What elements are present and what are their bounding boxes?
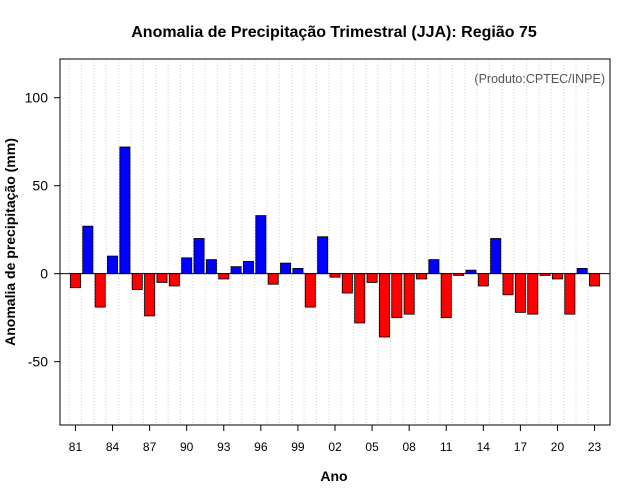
bar (168, 273, 180, 287)
grid-lines (68, 59, 589, 425)
y-tick-label: 50 (32, 178, 48, 194)
bar (465, 269, 477, 275)
x-tick-label: 23 (588, 440, 602, 454)
bar (552, 273, 563, 280)
bar (354, 273, 366, 324)
x-tick-label: 20 (551, 440, 565, 454)
bar (292, 267, 304, 275)
bar (502, 273, 514, 296)
bar (304, 273, 316, 308)
x-tick-label: 99 (291, 440, 305, 454)
y-axis-label: Anomalia de precipitação (mm) (2, 138, 18, 346)
bar (440, 273, 452, 319)
chart-title: Anomalia de Precipitação Trimestral (JJA… (131, 24, 537, 41)
x-tick-label: 81 (69, 440, 83, 454)
x-tick-label: 08 (402, 440, 416, 454)
bar (255, 215, 267, 275)
x-tick-label: 84 (106, 440, 120, 454)
source-note: (Produto:CPTEC/INPE) (474, 72, 605, 86)
bar (378, 273, 390, 338)
bar (317, 236, 329, 275)
bar (576, 267, 588, 275)
x-tick-label: 90 (180, 440, 194, 454)
x-tick-label: 05 (365, 440, 379, 454)
bar (267, 273, 279, 285)
bar (527, 273, 539, 315)
y-axis: -50 0 50 100 (25, 90, 60, 370)
x-tick-label: 87 (143, 440, 157, 454)
bar (329, 273, 341, 278)
bar (366, 273, 378, 283)
bar (428, 259, 440, 275)
bar (341, 273, 353, 294)
bar (589, 273, 601, 287)
bar (490, 238, 502, 275)
x-tick-label: 93 (217, 440, 231, 454)
bar (205, 259, 217, 275)
bar (280, 262, 292, 275)
bars (69, 146, 601, 338)
bar (107, 255, 118, 275)
x-axis: 81 84 87 90 93 96 99 02 05 08 11 14 17 20 23 (69, 425, 602, 454)
bar (94, 273, 106, 308)
bar (243, 260, 254, 275)
bar (391, 273, 403, 319)
bar (539, 273, 551, 276)
bar (144, 273, 156, 317)
bar (416, 273, 427, 280)
x-tick-label: 11 (440, 440, 453, 454)
bar (403, 273, 415, 315)
bar (119, 146, 131, 275)
x-tick-label: 96 (254, 440, 268, 454)
bar (82, 225, 94, 275)
bar (564, 273, 576, 315)
bar (514, 273, 526, 313)
bar (218, 273, 230, 280)
y-tick-label: 0 (40, 266, 48, 282)
plot-frame (59, 58, 611, 426)
bar (181, 257, 193, 275)
bar (156, 273, 168, 283)
x-tick-label: 14 (477, 440, 491, 454)
bar (453, 273, 465, 276)
x-tick-label: 17 (514, 440, 528, 454)
y-tick-label: 100 (25, 90, 49, 106)
y-tick-label: -50 (28, 354, 48, 370)
bar (477, 273, 489, 287)
x-axis-label: Ano (320, 468, 347, 484)
bar (131, 273, 143, 290)
bar (69, 273, 81, 289)
bar (230, 266, 242, 275)
bar (193, 238, 205, 275)
x-tick-label: 02 (328, 440, 342, 454)
